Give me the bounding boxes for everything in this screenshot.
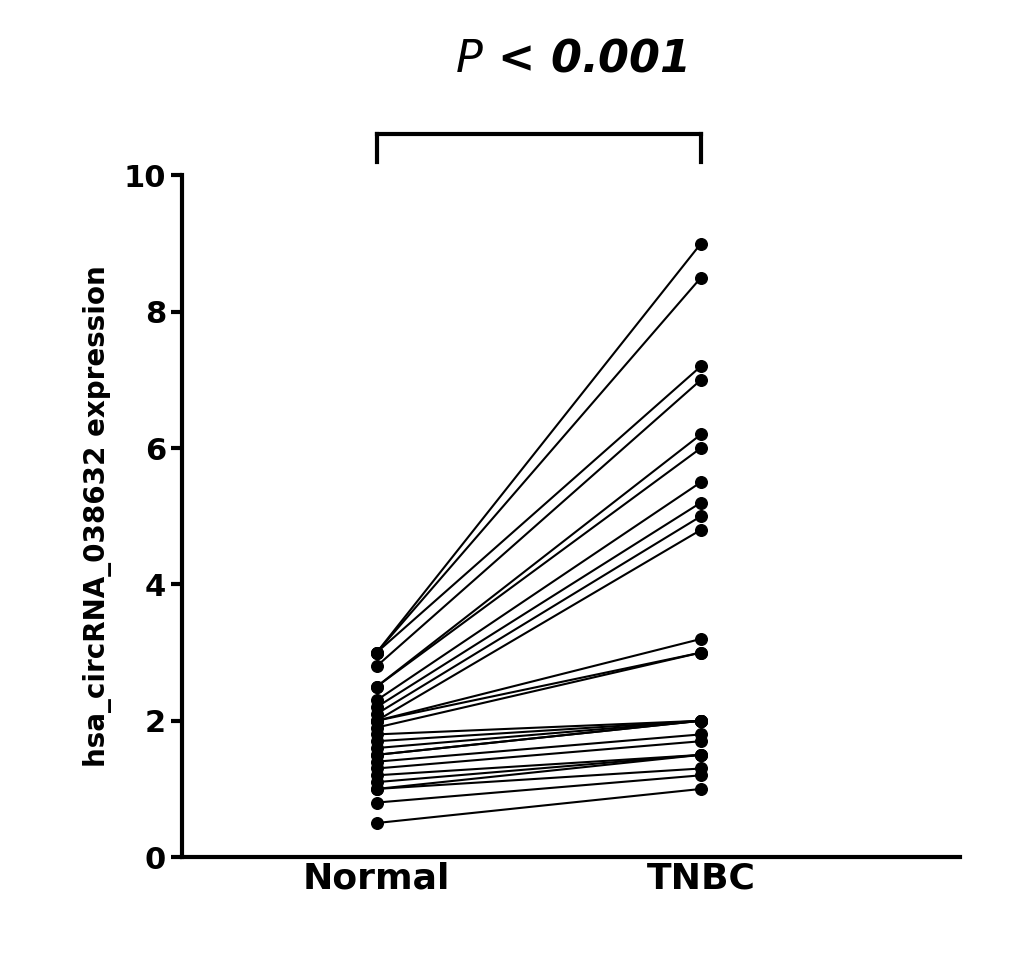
Point bbox=[693, 427, 709, 442]
Point bbox=[368, 754, 384, 769]
Point bbox=[693, 713, 709, 729]
Point bbox=[368, 645, 384, 660]
Point bbox=[693, 713, 709, 729]
Point bbox=[693, 747, 709, 763]
Point bbox=[368, 658, 384, 674]
Point bbox=[693, 372, 709, 388]
Point bbox=[693, 522, 709, 538]
Point bbox=[368, 761, 384, 776]
Point bbox=[368, 706, 384, 722]
Point bbox=[693, 727, 709, 742]
Point bbox=[368, 774, 384, 790]
Point bbox=[693, 713, 709, 729]
Y-axis label: hsa_circRNA_038632 expression: hsa_circRNA_038632 expression bbox=[83, 265, 112, 768]
Point bbox=[693, 761, 709, 776]
Point bbox=[693, 236, 709, 251]
Point bbox=[368, 713, 384, 729]
Point bbox=[693, 358, 709, 374]
Point bbox=[368, 679, 384, 694]
Point bbox=[368, 815, 384, 831]
Text: $\boldsymbol{\mathit{P}}$ < 0.001: $\boldsymbol{\mathit{P}}$ < 0.001 bbox=[455, 38, 687, 81]
Point bbox=[368, 781, 384, 797]
Point bbox=[693, 495, 709, 510]
Point bbox=[693, 781, 709, 797]
Point bbox=[368, 747, 384, 763]
Point bbox=[368, 720, 384, 735]
Point bbox=[693, 645, 709, 660]
Point bbox=[693, 474, 709, 490]
Point bbox=[368, 645, 384, 660]
Point bbox=[368, 693, 384, 708]
Point bbox=[368, 713, 384, 729]
Point bbox=[693, 733, 709, 749]
Point bbox=[693, 747, 709, 763]
Point bbox=[368, 727, 384, 742]
Point bbox=[368, 768, 384, 783]
Point bbox=[368, 713, 384, 729]
Point bbox=[693, 645, 709, 660]
Point bbox=[368, 679, 384, 694]
Point bbox=[693, 768, 709, 783]
Point bbox=[693, 508, 709, 524]
Point bbox=[368, 795, 384, 810]
Point bbox=[368, 645, 384, 660]
Point bbox=[368, 740, 384, 756]
Point bbox=[368, 747, 384, 763]
Point bbox=[693, 631, 709, 647]
Point bbox=[368, 699, 384, 715]
Point bbox=[368, 781, 384, 797]
Point bbox=[693, 747, 709, 763]
Point bbox=[693, 713, 709, 729]
Point bbox=[693, 270, 709, 285]
Point bbox=[693, 713, 709, 729]
Point bbox=[368, 733, 384, 749]
Point bbox=[693, 440, 709, 456]
